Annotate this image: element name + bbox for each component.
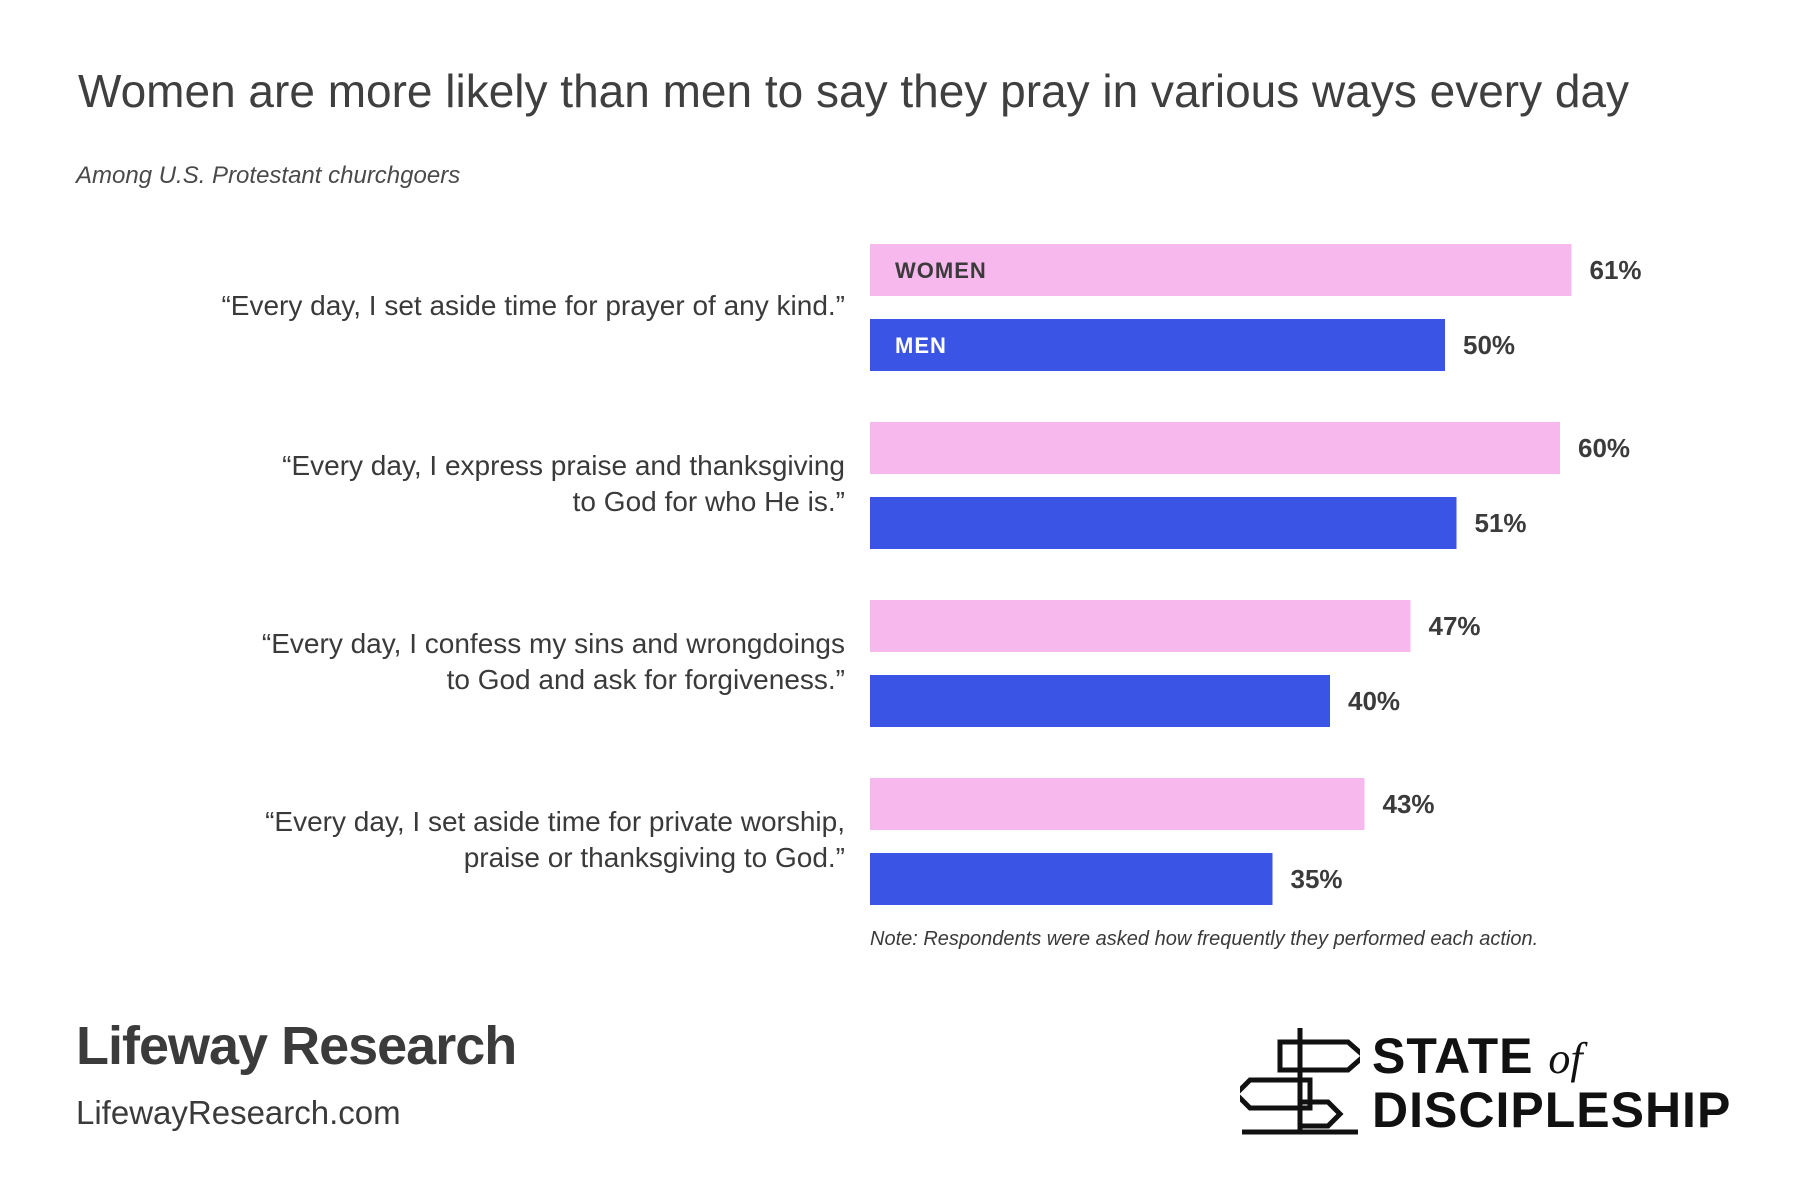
category-label-2: “Every day, I express praise and thanksg… [145, 448, 845, 520]
category-label-line: to God for who He is.” [572, 485, 845, 517]
value-label-women-2: 60% [1578, 433, 1630, 463]
logo-line-state: STATE of [1372, 1028, 1583, 1084]
value-label-women-4: 43% [1383, 789, 1435, 819]
category-label-line: “Every day, I set aside time for prayer … [221, 289, 845, 321]
value-label-women-1: 61% [1590, 255, 1642, 285]
category-label-line: “Every day, I confess my sins and wrongd… [261, 627, 845, 659]
category-label-line: “Every day, I set aside time for private… [265, 805, 845, 837]
bar-women-1 [870, 244, 1572, 296]
category-label-3: “Every day, I confess my sins and wrongd… [145, 626, 845, 698]
category-label-line: to God and ask for forgiveness.” [446, 663, 845, 695]
bar-women-2 [870, 422, 1560, 474]
signpost-icon [1240, 1028, 1360, 1135]
logo-line-discipleship: DISCIPLESHIP [1372, 1082, 1732, 1138]
value-label-men-1: 50% [1463, 330, 1515, 360]
category-label-line: praise or thanksgiving to God.” [463, 841, 845, 873]
bar-women-3 [870, 600, 1411, 652]
chart-note: Note: Respondents were asked how frequen… [870, 928, 1539, 950]
category-label-line: “Every day, I express praise and thanksg… [282, 449, 845, 481]
bar-men-4 [870, 853, 1273, 905]
chart-subtitle: Among U.S. Protestant churchgoers [76, 162, 461, 189]
chart-title: Women are more likely than men to say th… [78, 65, 1630, 117]
lifeway-url: LifewayResearch.com [76, 1094, 401, 1131]
legend-label-women: WOMEN [895, 258, 987, 283]
value-label-men-3: 40% [1348, 686, 1400, 716]
state-of-discipleship-logo: STATE of DISCIPLESHIP [1240, 1018, 1740, 1138]
lifeway-logo: Lifeway Research [76, 1016, 517, 1076]
value-label-men-2: 51% [1475, 508, 1527, 538]
value-label-women-3: 47% [1429, 611, 1481, 641]
category-label-1: “Every day, I set aside time for prayer … [145, 288, 845, 324]
legend-label-men: MEN [895, 333, 947, 358]
category-label-4: “Every day, I set aside time for private… [145, 804, 845, 876]
bar-men-1 [870, 319, 1445, 371]
logo-of: of [1548, 1034, 1583, 1083]
lifeway-brand: Lifeway Research LifewayResearch.com [76, 1016, 517, 1132]
bar-men-3 [870, 675, 1330, 727]
value-label-men-4: 35% [1291, 864, 1343, 894]
bar-women-4 [870, 778, 1365, 830]
bar-men-2 [870, 497, 1457, 549]
